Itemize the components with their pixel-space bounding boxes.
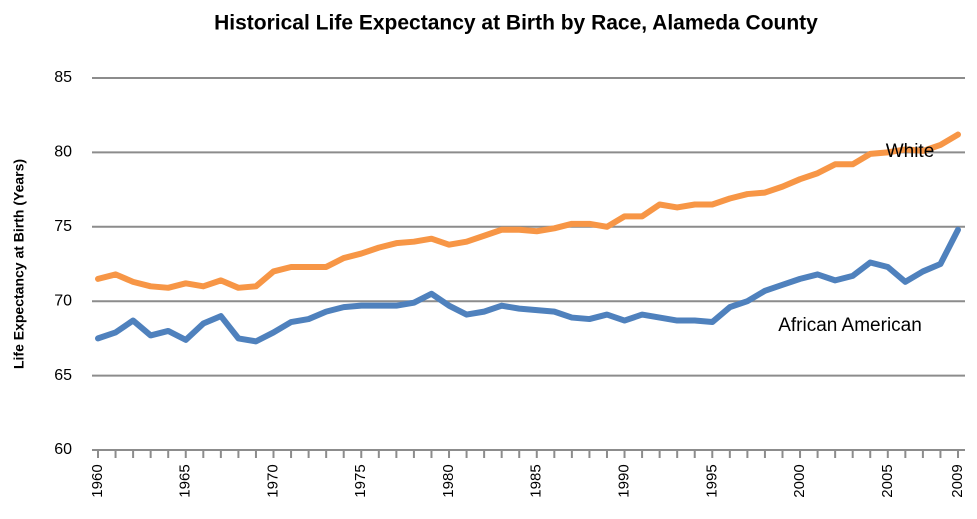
y-tick-label: 80 xyxy=(54,144,72,161)
y-tick-label: 60 xyxy=(54,441,72,458)
x-tick-label: 1990 xyxy=(615,464,632,497)
x-tick-label: 1965 xyxy=(177,464,194,497)
series-line xyxy=(95,226,961,345)
y-tick-label: 65 xyxy=(54,367,72,384)
y-tick-label: 85 xyxy=(54,69,72,86)
x-tick-label: 1970 xyxy=(264,464,281,497)
y-tick-label: 70 xyxy=(54,292,72,309)
x-tick-label: 1995 xyxy=(703,464,720,497)
x-tick-label: 2000 xyxy=(791,464,808,497)
series-label: White xyxy=(886,141,935,162)
series-line xyxy=(95,131,961,291)
x-tick-label: 2009 xyxy=(949,464,966,497)
x-tick-label: 1975 xyxy=(352,464,369,497)
x-tick-label: 1985 xyxy=(528,464,545,497)
y-axis-label: Life Expectancy at Birth (Years) xyxy=(11,159,27,369)
series-label: African American xyxy=(778,315,922,336)
chart-title: Historical Life Expectancy at Birth by R… xyxy=(214,12,818,35)
x-tick-label: 2005 xyxy=(879,464,896,497)
x-tick-label: 1980 xyxy=(440,464,457,497)
y-tick-label: 75 xyxy=(54,218,72,235)
x-tick-label: 1960 xyxy=(89,464,106,497)
